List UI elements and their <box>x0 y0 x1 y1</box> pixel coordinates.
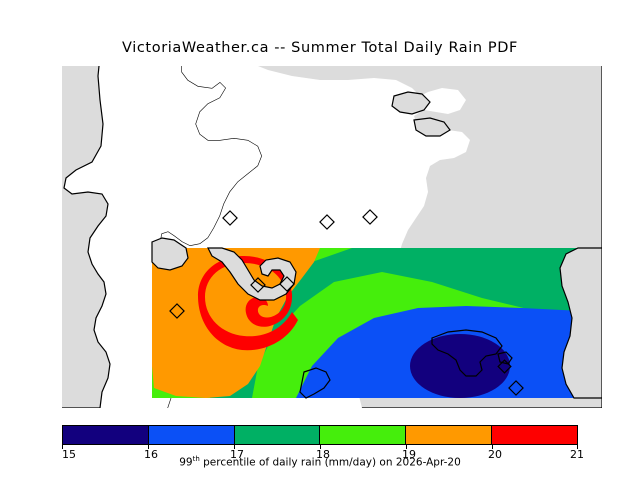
colorbar-tick-label: 15 <box>62 448 76 461</box>
colorbar-tick-label: 16 <box>144 448 158 461</box>
colorbar-segment-18-19[interactable] <box>320 426 407 444</box>
colorbar-segment-20-21[interactable] <box>492 426 577 444</box>
colorbar-gradient[interactable] <box>62 425 578 445</box>
map-canvas <box>62 66 602 408</box>
lake-outline-southeast <box>431 329 503 377</box>
colorbar-tickmark <box>320 445 321 449</box>
station-marker <box>250 277 266 293</box>
colorbar-ticks: 15 16 17 18 19 20 21 <box>62 445 584 461</box>
land-overlay-east-coast <box>559 247 602 399</box>
colorbar-tick-label: 19 <box>402 448 416 461</box>
colorbar-tickmark <box>577 445 578 449</box>
island-south-central <box>299 367 331 399</box>
contour-core-15-16 <box>410 334 510 398</box>
station-marker <box>319 214 335 230</box>
station-marker <box>169 303 185 319</box>
colorbar-segment-19-20[interactable] <box>406 426 493 444</box>
land-west <box>62 66 111 408</box>
colorbar-tickmark <box>406 445 407 449</box>
land-overlay-west-coast <box>151 237 189 271</box>
colorbar[interactable]: 15 16 17 18 19 20 21 <box>62 425 584 461</box>
colorbar-tick-label: 20 <box>488 448 502 461</box>
colorbar-caption: 99th percentile of daily rain (mm/day) o… <box>0 455 640 469</box>
caption-ordinal: th <box>192 455 200 463</box>
caption-suffix: percentile of daily rain (mm/day) on 202… <box>199 456 461 469</box>
island-north-east <box>391 91 431 115</box>
colorbar-segment-17-18[interactable] <box>234 426 321 444</box>
station-marker <box>279 276 295 292</box>
land-overlay-inlet <box>207 247 297 301</box>
station-markers <box>169 209 524 396</box>
colorbar-tickmark <box>148 445 149 449</box>
contour-core-20-21 <box>198 256 298 351</box>
colorbar-tickmark <box>234 445 235 449</box>
station-marker <box>508 380 524 396</box>
colorbar-tick-label: 17 <box>230 448 244 461</box>
station-marker <box>362 209 378 225</box>
page-title: VictoriaWeather.ca -- Summer Total Daily… <box>122 40 518 56</box>
contour-field <box>152 248 602 398</box>
island-north-east-2 <box>413 117 451 137</box>
station-marker <box>222 210 238 226</box>
colorbar-segment-15-16[interactable] <box>63 426 149 444</box>
lake-outline-southeast-tail <box>497 351 513 365</box>
contour-band-17-18 <box>210 248 602 398</box>
colorbar-tickmark <box>62 445 63 449</box>
station-marker <box>497 359 512 374</box>
map-panel <box>62 66 602 408</box>
colorbar-tick-label: 18 <box>316 448 330 461</box>
colorbar-tickmark <box>492 445 493 449</box>
colorbar-tick-label: 21 <box>570 448 584 461</box>
colorbar-segment-16-17[interactable] <box>148 426 235 444</box>
caption-prefix: 99 <box>179 456 193 469</box>
